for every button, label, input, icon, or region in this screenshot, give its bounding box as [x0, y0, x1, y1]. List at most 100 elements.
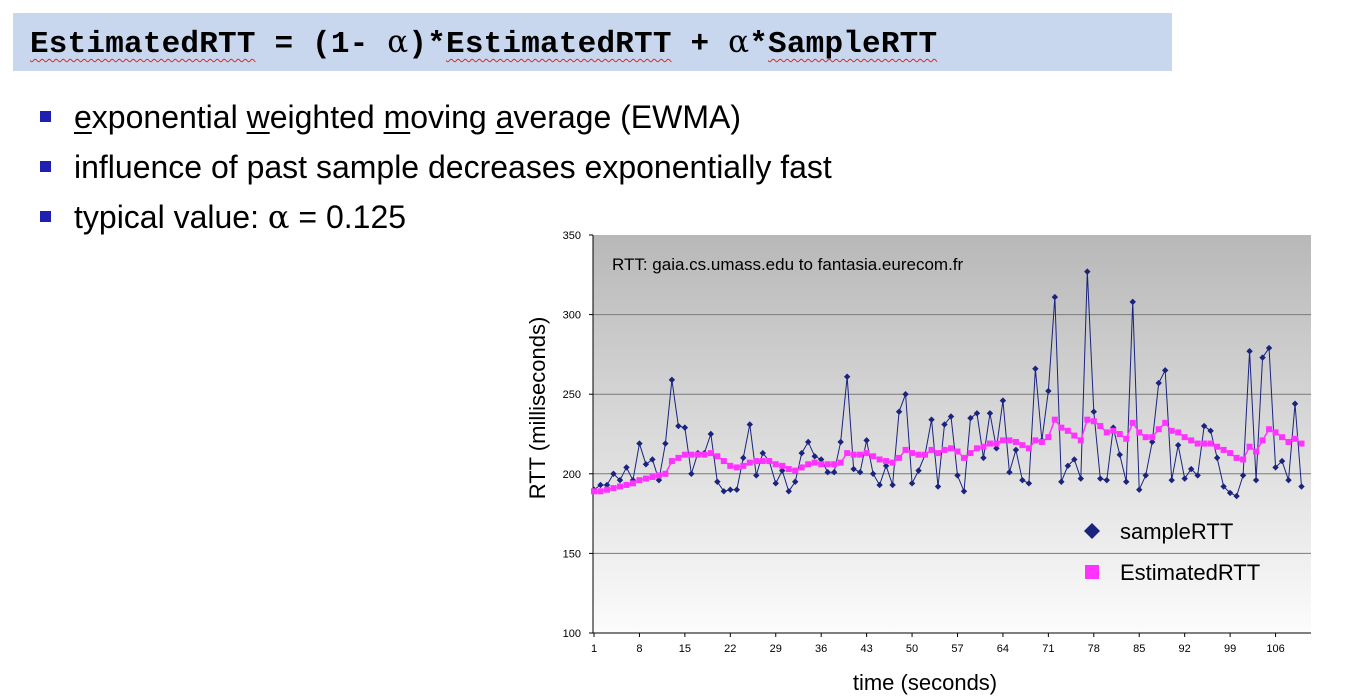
- EstimatedRTT-point: [1064, 427, 1071, 434]
- sampleRTT-point: [876, 481, 883, 489]
- sampleRTT-point: [1012, 446, 1020, 454]
- EstimatedRTT-point: [1246, 443, 1253, 450]
- sampleRTT-point: [817, 456, 825, 463]
- sampleRTT-point: [733, 486, 740, 493]
- EstimatedRTT-point: [1240, 456, 1247, 463]
- EstimatedRTT-point: [960, 454, 967, 461]
- EstimatedRTT-point: [681, 451, 688, 458]
- sampleRTT-point: [934, 483, 942, 490]
- square-bullet-icon: [40, 211, 51, 222]
- bullet-typical-prefix: typical value:: [74, 199, 268, 235]
- EstimatedRTT-point: [1032, 437, 1039, 444]
- EstimatedRTT-point: [824, 461, 831, 468]
- y-tick-label-150: 150: [563, 548, 581, 560]
- EstimatedRTT-point: [1201, 440, 1208, 447]
- sampleRTT-point: [610, 470, 617, 477]
- EstimatedRTT-point: [655, 472, 662, 479]
- x-tick-label-71: 71: [1042, 643, 1054, 655]
- EstimatedRTT-point: [876, 456, 883, 463]
- EstimatedRTT-point: [1175, 429, 1182, 436]
- EstimatedRTT-point: [1214, 443, 1221, 450]
- EstimatedRTT-point: [740, 462, 747, 469]
- sampleRTT-point: [1051, 293, 1059, 301]
- sampleRTT-point: [869, 470, 877, 477]
- EstimatedRTT-point: [986, 440, 993, 447]
- bullet-ewma: exponential weighted moving average (EWM…: [36, 92, 832, 142]
- bullet-influence: influence of past sample decreases expon…: [36, 142, 832, 192]
- EstimatedRTT-point: [1090, 418, 1097, 425]
- EstimatedRTT-point: [1019, 442, 1026, 449]
- EstimatedRTT-point: [1253, 448, 1260, 455]
- EstimatedRTT-point: [1097, 423, 1104, 430]
- x-tick-label-85: 85: [1133, 643, 1145, 655]
- sampleRTT-point: [688, 470, 695, 477]
- EstimatedRTT-point: [591, 488, 597, 495]
- y-tick-label-200: 200: [563, 469, 581, 481]
- formula-rhs-sample: SampleRTT: [768, 27, 938, 62]
- sampleRTT-point: [830, 469, 838, 476]
- sampleRTT-point: [662, 440, 669, 447]
- sampleRTT-point: [1155, 379, 1162, 387]
- sampleRTT-point: [1174, 441, 1182, 449]
- sampleRTT-point: [1123, 478, 1130, 485]
- x-tick-label-78: 78: [1088, 643, 1100, 655]
- EstimatedRTT-point: [928, 446, 935, 453]
- sampleRTT-point: [1071, 456, 1078, 463]
- EstimatedRTT-point: [1233, 454, 1240, 461]
- EstimatedRTT-point: [727, 462, 734, 469]
- sampleRTT-point: [1097, 475, 1104, 482]
- EstimatedRTT-point: [603, 486, 610, 493]
- bullet-ewma-text-4: verage (EWMA): [513, 99, 741, 135]
- EstimatedRTT-point: [1071, 432, 1078, 439]
- EstimatedRTT-point: [649, 473, 656, 480]
- EstimatedRTT-point: [798, 464, 805, 471]
- sampleRTT-point: [597, 481, 604, 489]
- sampleRTT-point: [973, 410, 981, 417]
- series-line-sampleRTT: [593, 271, 1303, 497]
- legend-square-icon: [1085, 565, 1099, 579]
- sampleRTT-point: [1246, 348, 1253, 355]
- EstimatedRTT-point: [805, 461, 812, 468]
- EstimatedRTT-point: [1188, 437, 1195, 444]
- EstimatedRTT-point: [1006, 437, 1013, 444]
- sampleRTT-point: [1207, 427, 1214, 435]
- sampleRTT-point: [603, 481, 611, 489]
- EstimatedRTT-point: [993, 440, 1000, 447]
- sampleRTT-point: [753, 472, 760, 479]
- sampleRTT-point: [882, 462, 890, 470]
- EstimatedRTT-point: [1220, 446, 1227, 453]
- chart-legend: sampleRTT EstimatedRTT: [1084, 519, 1260, 585]
- EstimatedRTT-point: [766, 458, 773, 465]
- sampleRTT-point: [727, 486, 734, 493]
- EstimatedRTT-point: [935, 450, 942, 457]
- sampleRTT-point: [707, 430, 715, 438]
- EstimatedRTT-point: [1285, 438, 1292, 445]
- bullet-typical-value: typical value: α = 0.125: [36, 192, 832, 242]
- sampleRTT-point: [681, 424, 689, 431]
- EstimatedRTT-point: [896, 454, 903, 461]
- bullet-ewma-w: w: [246, 99, 270, 135]
- sampleRTT-point: [1006, 469, 1013, 476]
- sampleRTT-point: [1200, 422, 1208, 430]
- sampleRTT-point: [746, 421, 753, 428]
- EstimatedRTT-point: [785, 466, 792, 473]
- EstimatedRTT-point: [1084, 416, 1091, 423]
- sampleRTT-point: [1291, 400, 1299, 407]
- sampleRTT-point: [1162, 367, 1169, 374]
- EstimatedRTT-point: [707, 450, 714, 457]
- sampleRTT-point: [1252, 476, 1260, 484]
- EstimatedRTT-point: [948, 445, 954, 452]
- EstimatedRTT-point: [967, 450, 974, 457]
- sampleRTT-point: [1090, 408, 1097, 415]
- formula-mid: )*: [408, 27, 447, 62]
- EstimatedRTT-point: [1259, 437, 1266, 444]
- y-tick-label-350: 350: [563, 230, 581, 242]
- sampleRTT-point: [1025, 480, 1033, 487]
- sampleRTT-point: [1103, 476, 1110, 484]
- EstimatedRTT-point: [1155, 426, 1162, 433]
- EstimatedRTT-point: [1298, 440, 1305, 447]
- grid-lines: [593, 314, 1311, 554]
- sampleRTT-point: [785, 488, 792, 495]
- x-tick-label-99: 99: [1224, 643, 1236, 655]
- sampleRTT-point: [1084, 268, 1091, 275]
